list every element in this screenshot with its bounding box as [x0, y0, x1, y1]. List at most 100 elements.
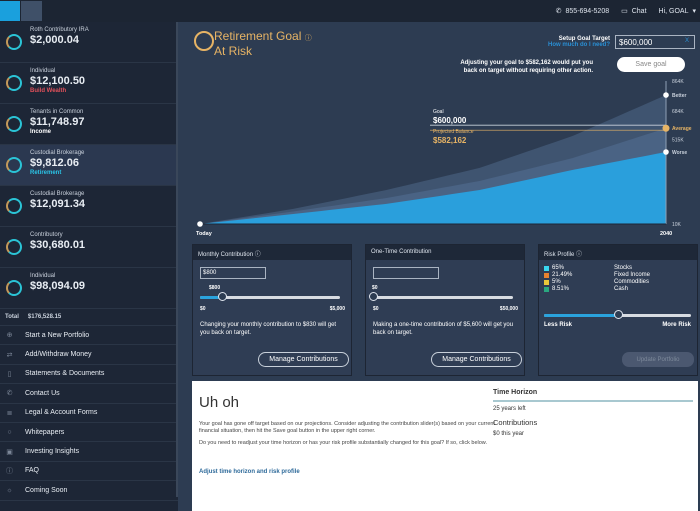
- sidebar-item-label: Coming Soon: [25, 486, 68, 494]
- allocation-ring-icon: [6, 280, 22, 296]
- slider-max: $50,000: [499, 306, 518, 312]
- account-item[interactable]: Contributory $30,680.01: [0, 227, 178, 268]
- info-icon[interactable]: ⓘ: [576, 252, 583, 258]
- adjust-msg-2: back on target without requiring other a…: [463, 68, 593, 74]
- today-point: [197, 221, 203, 227]
- sidebar-item[interactable]: ⊕ Start a New Portfolio: [0, 326, 178, 346]
- account-item[interactable]: Individual $98,094.09: [0, 268, 178, 309]
- account-goal-tag: Retirement: [30, 170, 62, 176]
- panel-title: One-Time Contribution: [371, 249, 432, 255]
- goal-title-line1: Retirement Goal: [214, 29, 302, 43]
- account-value: $9,812.06: [30, 157, 79, 169]
- sidebar-item-label: Investing Insights: [25, 448, 80, 456]
- setup-goal: Setup Goal Target How much do I need?: [548, 36, 610, 48]
- color-swatch: [544, 287, 549, 292]
- total-value: $176,528.15: [27, 314, 62, 320]
- allocation-percent: 65%: [552, 265, 565, 271]
- sidebar-item[interactable]: ⇄ Add/Withdraw Money: [0, 345, 178, 365]
- divider: [493, 400, 693, 402]
- save-goal-button[interactable]: Save goal: [617, 57, 685, 72]
- allocation-label: Fixed Income: [614, 272, 651, 278]
- phone-number: 855-694-5208: [565, 7, 610, 15]
- phone-icon: ✆: [6, 390, 13, 398]
- one-time-input[interactable]: [373, 267, 439, 279]
- account-name: Custodial Brokerage: [30, 191, 85, 197]
- goal-label: Goal: [433, 109, 444, 115]
- adjust-msg-1: Adjusting your goal to $582,162 would pu…: [460, 60, 593, 66]
- account-goal-tag: Income: [30, 129, 52, 135]
- goal-header: Better Average Worse 864K 684K 515K 10K Today 20…: [190, 22, 700, 240]
- goal-status-ring-icon: [194, 31, 214, 51]
- sidebar-item[interactable]: ▣ Investing Insights: [0, 442, 178, 462]
- goal-title: Retirement Goal ⓘ At Risk: [214, 30, 312, 58]
- goal-target-input[interactable]: $600,000 X: [615, 35, 695, 49]
- one-time-slider[interactable]: [369, 292, 513, 301]
- schwab-logo[interactable]: [0, 1, 20, 21]
- y-tick-label: 864K: [672, 79, 684, 85]
- intelligent-portfolios-logo: [21, 1, 42, 21]
- manage-contributions-button[interactable]: Manage Contributions: [258, 352, 349, 367]
- slider-handle[interactable]: [218, 292, 228, 301]
- clear-icon[interactable]: X: [684, 38, 689, 44]
- adjust-time-horizon-link[interactable]: Adjust time horizon and risk profile: [199, 469, 300, 475]
- account-item[interactable]: Tenants in Common $11,748.97 Income: [0, 104, 178, 145]
- total-label: Total: [5, 314, 19, 320]
- sidebar-item-label: FAQ: [25, 467, 40, 475]
- contributions-value: $0 this year: [493, 431, 525, 437]
- money-icon: ⇄: [6, 351, 13, 359]
- allocation-legend: 65% Stocks 21.49% Fixed Income 5% Commodities…: [544, 265, 664, 293]
- info-icon[interactable]: ⓘ: [304, 35, 312, 42]
- info-icon[interactable]: ⓘ: [254, 252, 261, 258]
- slider-value-label: $800: [209, 285, 221, 291]
- area-worse: [200, 151, 666, 224]
- risk-profile-panel: Risk Profile ⓘ 65% Stocks 21.49% Fixed Inco…: [538, 244, 698, 376]
- allocation-percent: 21.49%: [552, 272, 573, 278]
- slider-handle[interactable]: [369, 292, 378, 301]
- top-bar: ✆ 855-694-5208 ▭ Chat Hi, GOAL ▾: [0, 0, 700, 22]
- account-value: $12,100.50: [30, 75, 86, 87]
- account-item[interactable]: Custodial Brokerage $9,812.06 Retirement: [0, 145, 178, 186]
- slider-min: $0: [373, 306, 379, 312]
- color-swatch: [544, 280, 549, 285]
- how-much-link[interactable]: How much do I need?: [547, 42, 610, 48]
- projected-value: $582,162: [433, 136, 467, 145]
- sidebar: Roth Contributory IRA $2,000.04 Individu…: [0, 22, 178, 511]
- goal-target-value: $600,000: [619, 38, 653, 47]
- chat-button[interactable]: ▭ Chat: [621, 7, 646, 16]
- sidebar-item[interactable]: ○ Whitepapers: [0, 423, 178, 443]
- forms-icon: ≣: [6, 409, 13, 417]
- sidebar-item[interactable]: ≣ Legal & Account Forms: [0, 404, 178, 423]
- account-name: Contributory: [30, 232, 63, 238]
- sidebar-item[interactable]: ☼ Coming Soon: [0, 481, 178, 501]
- account-value: $30,680.01: [30, 239, 86, 251]
- sidebar-item-label: Statements & Documents: [25, 370, 105, 378]
- account-name: Individual: [30, 273, 56, 279]
- allocation-ring-icon: [6, 75, 22, 91]
- sidebar-scrollbar[interactable]: [176, 22, 178, 497]
- monthly-contribution-panel: Monthly Contribution ⓘ $800 $800 $0 $5,0…: [192, 244, 352, 376]
- account-item[interactable]: Roth Contributory IRA $2,000.04: [0, 22, 178, 63]
- update-portfolio-button[interactable]: Update Portfolio: [622, 352, 694, 367]
- slider-min: $0: [200, 306, 206, 312]
- user-menu[interactable]: Hi, GOAL ▾: [659, 7, 696, 16]
- one-time-contribution-panel: One-Time Contribution $0 $0 $50,000 Maki…: [365, 244, 525, 376]
- risk-slider[interactable]: [544, 310, 691, 319]
- chat-bubble-icon: ▭: [621, 8, 628, 15]
- status-heading: Uh oh: [199, 394, 240, 411]
- allocation-percent: 8.51%: [552, 286, 570, 292]
- phone-icon: ✆: [555, 8, 562, 15]
- account-item[interactable]: Individual $12,100.50 Build Wealth: [0, 63, 178, 104]
- manage-contributions-button[interactable]: Manage Contributions: [431, 352, 522, 367]
- sidebar-item[interactable]: ▯ Statements & Documents: [0, 365, 178, 385]
- slider-handle[interactable]: [613, 310, 623, 319]
- monthly-slider[interactable]: [200, 292, 340, 301]
- status-paragraph-1: Your goal has gone off target based on o…: [199, 421, 495, 434]
- slider-fill: [544, 314, 618, 317]
- phone-link[interactable]: ✆ 855-694-5208: [555, 7, 610, 16]
- sidebar-item[interactable]: ✆ Contact Us: [0, 384, 178, 404]
- sidebar-item[interactable]: ⓘ FAQ: [0, 462, 178, 482]
- monthly-input[interactable]: $800: [200, 267, 266, 279]
- adjust-message: Adjusting your goal to $582,162 would pu…: [460, 59, 593, 75]
- account-item[interactable]: Custodial Brokerage $12,091.34: [0, 186, 178, 227]
- endpoint-average: [662, 124, 670, 132]
